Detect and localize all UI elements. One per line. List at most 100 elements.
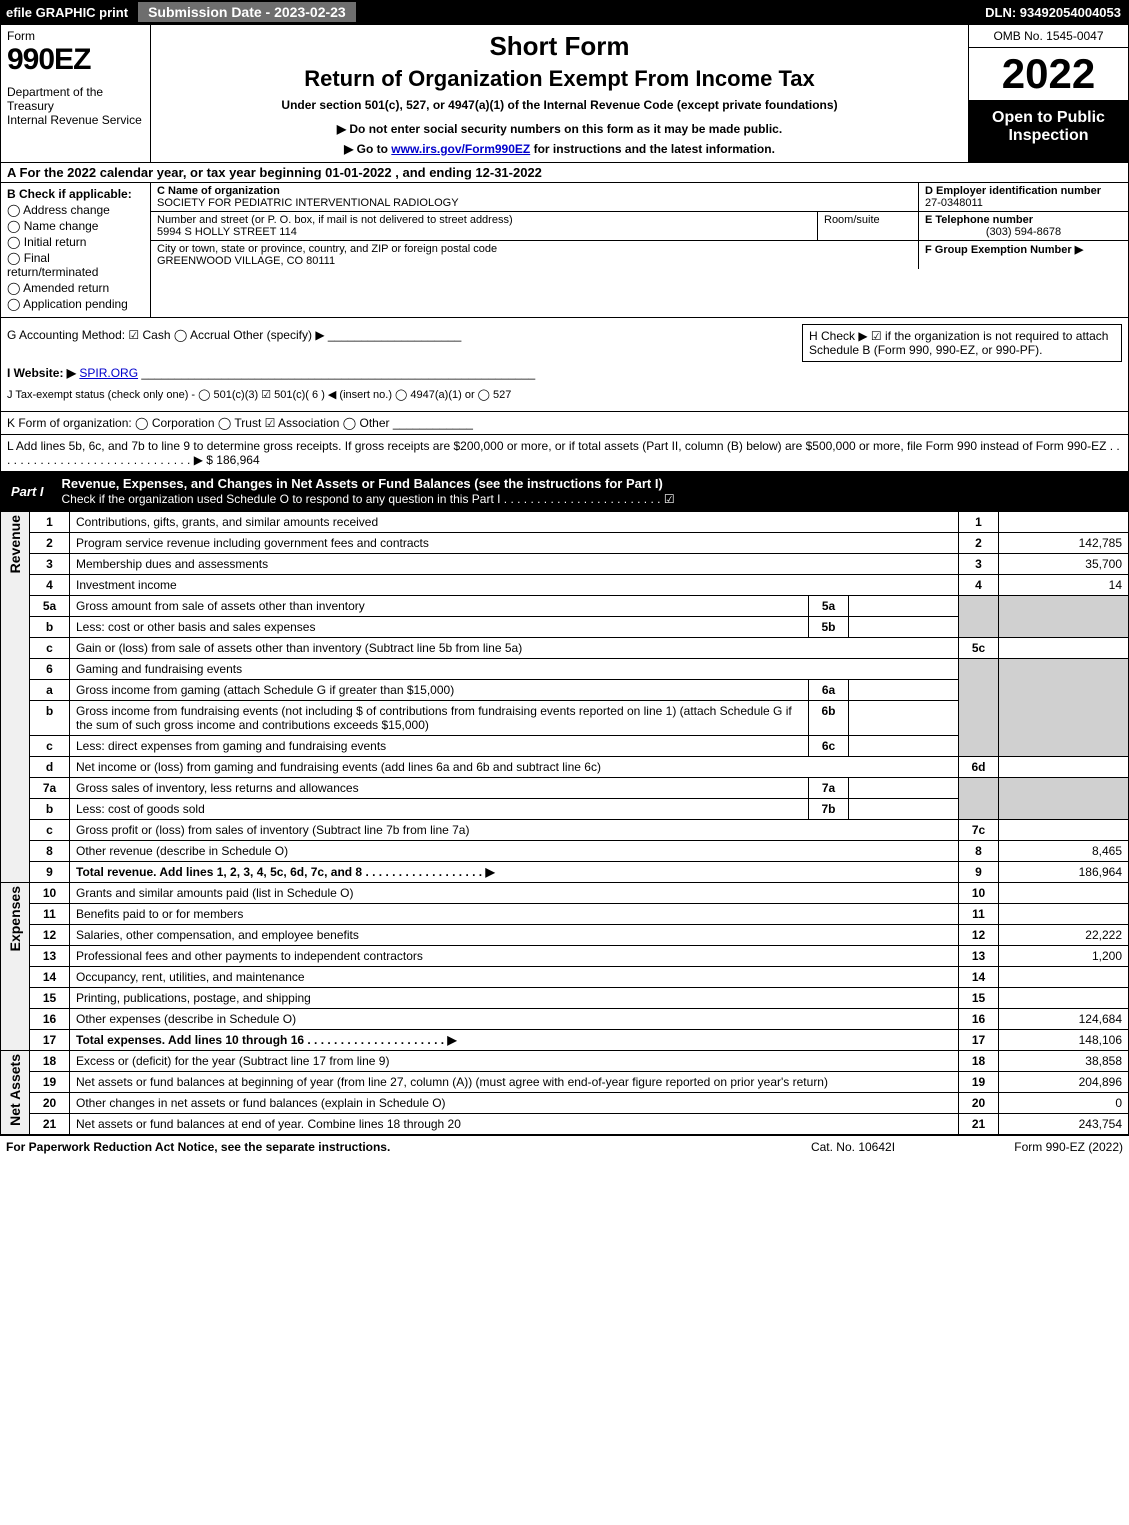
irs-link[interactable]: www.irs.gov/Form990EZ (391, 142, 530, 156)
chk-address-change[interactable]: Address change (7, 203, 144, 217)
l5b-sn: 5b (809, 617, 849, 638)
l12-rn: 12 (959, 925, 999, 946)
l4-num: 4 (30, 575, 70, 596)
department-label: Department of the Treasury Internal Reve… (7, 85, 144, 127)
l6b-num: b (30, 701, 70, 736)
line-6d: d Net income or (loss) from gaming and f… (1, 757, 1129, 778)
footer-left: For Paperwork Reduction Act Notice, see … (6, 1140, 763, 1154)
form-title: Return of Organization Exempt From Incom… (159, 66, 960, 92)
line-5c: c Gain or (loss) from sale of assets oth… (1, 638, 1129, 659)
l18-rn: 18 (959, 1051, 999, 1072)
line-14: 14 Occupancy, rent, utilities, and maint… (1, 967, 1129, 988)
line-9: 9 Total revenue. Add lines 1, 2, 3, 4, 5… (1, 862, 1129, 883)
header-left: Form 990EZ Department of the Treasury In… (1, 25, 151, 162)
chk-name-change[interactable]: Name change (7, 219, 144, 233)
header-mid: Short Form Return of Organization Exempt… (151, 25, 968, 162)
l6a-sv (849, 680, 959, 701)
l11-num: 11 (30, 904, 70, 925)
col-c-row3: City or town, state or province, country… (151, 241, 1128, 269)
l7b-sv (849, 799, 959, 820)
l15-rn: 15 (959, 988, 999, 1009)
l13-desc: Professional fees and other payments to … (70, 946, 959, 967)
l5c-val (999, 638, 1129, 659)
l7c-num: c (30, 820, 70, 841)
ein-value: 27-0348011 (925, 197, 1122, 209)
line-7c: c Gross profit or (loss) from sales of i… (1, 820, 1129, 841)
l7b-sn: 7b (809, 799, 849, 820)
col-c-row1: C Name of organization SOCIETY FOR PEDIA… (151, 183, 1128, 212)
l1-rn: 1 (959, 512, 999, 533)
l9-rn: 9 (959, 862, 999, 883)
l18-val: 38,858 (999, 1051, 1129, 1072)
l17-rn: 17 (959, 1030, 999, 1051)
l6b-desc: Gross income from fundraising events (no… (70, 701, 809, 736)
l2-desc: Program service revenue including govern… (70, 533, 959, 554)
l8-desc: Other revenue (describe in Schedule O) (70, 841, 959, 862)
l20-num: 20 (30, 1093, 70, 1114)
l6c-sv (849, 736, 959, 757)
l15-num: 15 (30, 988, 70, 1009)
sub3-post: for instructions and the latest informat… (534, 142, 775, 156)
l5c-desc: Gain or (loss) from sale of assets other… (70, 638, 959, 659)
col-c-row2: Number and street (or P. O. box, if mail… (151, 212, 1128, 241)
l11-desc: Benefits paid to or for members (70, 904, 959, 925)
l6d-val (999, 757, 1129, 778)
line-2: 2 Program service revenue including gove… (1, 533, 1129, 554)
chk-final-return[interactable]: Final return/terminated (7, 251, 144, 279)
col-e: E Telephone number (303) 594-8678 (918, 212, 1128, 240)
l4-rn: 4 (959, 575, 999, 596)
l6-rn-shade (959, 659, 999, 757)
line-6: 6 Gaming and fundraising events (1, 659, 1129, 680)
street-label: Number and street (or P. O. box, if mail… (157, 214, 811, 226)
line-1: Revenue 1 Contributions, gifts, grants, … (1, 512, 1129, 533)
l7ab-rn-shade (959, 778, 999, 820)
line-19: 19 Net assets or fund balances at beginn… (1, 1072, 1129, 1093)
submission-date: Submission Date - 2023-02-23 (138, 2, 356, 22)
footer-mid: Cat. No. 10642I (763, 1140, 943, 1154)
l2-val: 142,785 (999, 533, 1129, 554)
chk-amended-return[interactable]: Amended return (7, 281, 144, 295)
l5ab-val-shade (999, 596, 1129, 638)
l8-val: 8,465 (999, 841, 1129, 862)
dln-label: DLN: 93492054004053 (977, 5, 1129, 20)
page-footer: For Paperwork Reduction Act Notice, see … (0, 1135, 1129, 1158)
l5c-rn: 5c (959, 638, 999, 659)
line-10: Expenses 10 Grants and similar amounts p… (1, 883, 1129, 904)
revenue-side: Revenue (1, 512, 30, 883)
part1-header: Part I Revenue, Expenses, and Changes in… (0, 471, 1129, 511)
street-cell: Number and street (or P. O. box, if mail… (151, 212, 818, 240)
l21-rn: 21 (959, 1114, 999, 1135)
line-17: 17 Total expenses. Add lines 10 through … (1, 1030, 1129, 1051)
chk-initial-return[interactable]: Initial return (7, 235, 144, 249)
l3-num: 3 (30, 554, 70, 575)
l6c-desc: Less: direct expenses from gaming and fu… (70, 736, 809, 757)
l13-rn: 13 (959, 946, 999, 967)
col-b-label: B Check if applicable: (7, 187, 144, 201)
expenses-label: Expenses (7, 886, 23, 951)
l6a-sn: 6a (809, 680, 849, 701)
l6-desc: Gaming and fundraising events (70, 659, 959, 680)
l8-rn: 8 (959, 841, 999, 862)
row-l: L Add lines 5b, 6c, and 7b to line 9 to … (0, 435, 1129, 471)
l8-num: 8 (30, 841, 70, 862)
l7a-sv (849, 778, 959, 799)
l6d-desc: Net income or (loss) from gaming and fun… (70, 757, 959, 778)
l6a-desc: Gross income from gaming (attach Schedul… (70, 680, 809, 701)
l9-val: 186,964 (999, 862, 1129, 883)
col-c: C Name of organization SOCIETY FOR PEDIA… (151, 183, 1128, 317)
header-sub1: Under section 501(c), 527, or 4947(a)(1)… (159, 98, 960, 112)
box-h: H Check ▶ ☑ if the organization is not r… (802, 324, 1122, 362)
l12-val: 22,222 (999, 925, 1129, 946)
l20-val: 0 (999, 1093, 1129, 1114)
part1-table: Revenue 1 Contributions, gifts, grants, … (0, 511, 1129, 1135)
l16-num: 16 (30, 1009, 70, 1030)
l7b-desc: Less: cost of goods sold (70, 799, 809, 820)
chk-application-pending[interactable]: Application pending (7, 297, 144, 311)
line-16: 16 Other expenses (describe in Schedule … (1, 1009, 1129, 1030)
website-link[interactable]: SPIR.ORG (79, 366, 138, 380)
l18-num: 18 (30, 1051, 70, 1072)
l16-rn: 16 (959, 1009, 999, 1030)
website-label: I Website: ▶ (7, 366, 76, 380)
l7c-val (999, 820, 1129, 841)
l1-desc: Contributions, gifts, grants, and simila… (70, 512, 959, 533)
